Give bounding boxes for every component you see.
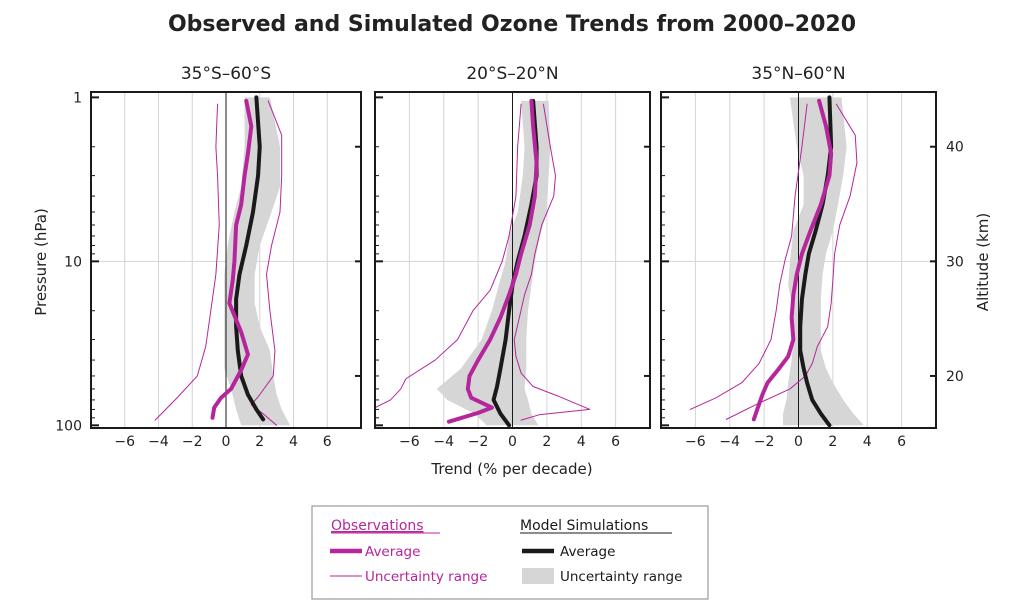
x-tick-label: −6 xyxy=(399,434,420,450)
x-tick-label: 2 xyxy=(255,434,264,450)
model-average-line xyxy=(234,95,266,422)
x-axis-label: Trend (% per decade) xyxy=(430,460,592,478)
x-tick-label: 0 xyxy=(222,434,231,450)
left-y-axis-label: Pressure (hPa) xyxy=(32,208,50,316)
x-tick-label: −6 xyxy=(114,434,135,450)
obs-average-line xyxy=(751,98,834,422)
obs-uncertainty-upper xyxy=(250,100,283,426)
legend-model-average-label: Average xyxy=(560,544,615,560)
panel-data xyxy=(375,92,591,428)
panel-1: 35°S–60°S −6 −4 −2 0 2 4 6 1 10 100 xyxy=(55,64,362,450)
x-tick-label: −6 xyxy=(685,434,706,450)
panel-data xyxy=(689,92,864,428)
x-tick-label: 6 xyxy=(897,434,906,450)
obs-uncertainty-upper xyxy=(725,103,858,420)
panel-title: 35°N–60°N xyxy=(751,64,845,84)
chart-title: Observed and Simulated Ozone Trends from… xyxy=(168,12,856,37)
legend-obs-average-label: Average xyxy=(365,544,420,560)
x-tick-label: −4 xyxy=(148,434,169,450)
x-tick-label: 4 xyxy=(863,434,872,450)
x-tick-label: −2 xyxy=(468,434,489,450)
x-tick-label: 4 xyxy=(577,434,586,450)
model-uncertainty-band xyxy=(224,97,291,426)
legend: Observations Average Uncertainty range M… xyxy=(311,505,709,600)
model-uncertainty-band xyxy=(436,100,551,426)
obs-uncertainty-upper xyxy=(513,103,591,421)
model-uncertainty-band xyxy=(783,97,864,426)
x-tick-label: 6 xyxy=(323,434,332,450)
x-tick-label: 6 xyxy=(611,434,620,450)
obs-average-line xyxy=(446,98,539,424)
legend-model-heading: Model Simulations xyxy=(520,518,648,534)
x-tick-label: 4 xyxy=(289,434,298,450)
y-tick-label: 1 xyxy=(73,90,82,106)
x-tick-label: −2 xyxy=(182,434,203,450)
obs-uncertainty-lower xyxy=(375,103,522,409)
panel-data xyxy=(154,92,291,428)
x-tick-label: −4 xyxy=(719,434,740,450)
x-tick-label: 2 xyxy=(828,434,837,450)
legend-obs-range-label: Uncertainty range xyxy=(365,569,487,585)
altitude-tick-label: 20 xyxy=(946,369,964,385)
panel-frame xyxy=(90,91,362,429)
x-tick-label: 2 xyxy=(542,434,551,450)
x-tick-label: 0 xyxy=(508,434,517,450)
legend-model-range-label: Uncertainty range xyxy=(560,569,682,585)
panel-2: 20°S–20°N −6 −4 −2 0 2 4 6 xyxy=(374,64,651,450)
panel-3: 35°N–60°N −6 −4 −2 0 2 4 6 40 30 20 xyxy=(660,64,964,450)
x-tick-label: −4 xyxy=(433,434,454,450)
panel-title: 20°S–20°N xyxy=(466,64,558,84)
y-tick-label: 100 xyxy=(55,418,82,434)
x-tick-label: −2 xyxy=(754,434,775,450)
right-y-axis-label: Altitude (km) xyxy=(974,213,992,311)
legend-model-range-swatch xyxy=(522,568,554,584)
panel-title: 35°S–60°S xyxy=(181,64,271,84)
obs-average-line xyxy=(210,98,254,420)
panels: 35°S–60°S −6 −4 −2 0 2 4 6 1 10 100 20°S–20°N −6 −4 −2… xyxy=(55,64,964,450)
obs-uncertainty-lower xyxy=(154,103,220,421)
x-tick-label: 0 xyxy=(794,434,803,450)
altitude-tick-label: 40 xyxy=(946,140,964,156)
panel-frame xyxy=(374,91,651,429)
panel-frame xyxy=(660,91,937,429)
legend-box xyxy=(311,505,709,600)
y-tick-label: 10 xyxy=(64,254,82,270)
altitude-tick-label: 30 xyxy=(946,254,964,270)
obs-uncertainty-lower xyxy=(689,103,808,410)
legend-observations-heading: Observations xyxy=(331,518,424,534)
